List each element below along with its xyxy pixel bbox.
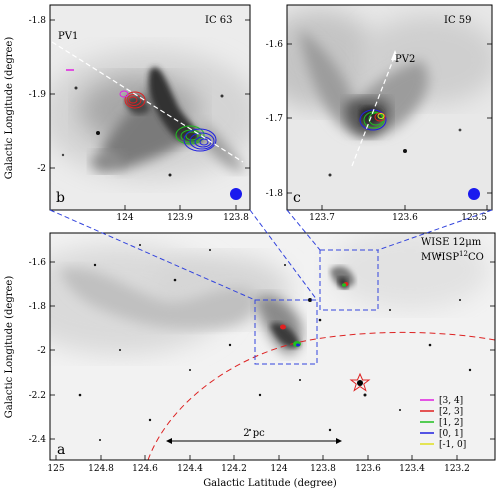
panel-c-letter: c <box>293 190 301 206</box>
panel-c-pv-label: PV2 <box>395 54 415 65</box>
panel-a-ytick: -2.4 <box>29 435 47 445</box>
panel-c-frame <box>286 4 493 211</box>
panel-c: IC 59 PV2 c -1.6 -1.7 -1.8 123.7 123.6 1… <box>266 4 493 223</box>
panel-b-title: IC 63 <box>205 15 233 26</box>
central-star <box>357 380 363 386</box>
panel-b-xtick: 123.9 <box>167 213 193 223</box>
panel-c-xtick: 123.6 <box>392 213 418 223</box>
panel-a-xtick: 124 <box>270 464 287 474</box>
panel-a-xtick: 123.6 <box>355 464 381 474</box>
legend-item: [-1, 0] <box>420 440 466 450</box>
panel-b-image <box>50 5 250 210</box>
panel-a-letter: a <box>57 442 65 458</box>
panel-b-xtick: 123.8 <box>223 213 249 223</box>
panel-b-frame <box>49 4 251 211</box>
mwisp-text: MWISP <box>421 252 459 263</box>
legend-item: [2, 3] <box>420 407 463 417</box>
panel-b-xtick: 124 <box>116 213 133 223</box>
beam-size-marker <box>230 188 242 200</box>
panel-b-ylabel: Galactic Longitude (degree) <box>4 37 15 180</box>
pv2-line <box>351 54 396 167</box>
panel-a-ytick: -2.2 <box>29 391 46 401</box>
panel-b-ytick: -2 <box>37 164 46 174</box>
panel-a-xtick: 125 <box>47 464 64 474</box>
panel-a-xtick: 123.8 <box>310 464 336 474</box>
co-contours-b <box>119 90 217 152</box>
panel-a-tickmarks <box>50 261 495 460</box>
legend-item: [3, 4] <box>420 396 463 406</box>
panel-a-frame <box>49 232 496 461</box>
zoom-boxes <box>49 209 493 365</box>
panel-c-ytick: -1.7 <box>266 114 284 124</box>
panel-a-mwisp-label: MWISP12CO <box>421 250 484 263</box>
panel-b: IC 63 PV1 b -1.8 -1.9 -2 124 123.9 123.8… <box>4 4 251 223</box>
panel-a-xtick: 124.4 <box>177 464 203 474</box>
legend-item: [1, 2] <box>420 418 463 428</box>
co-isotope-superscript: 12 <box>459 250 468 258</box>
scale-bar-label: 2 pc <box>243 428 265 439</box>
panel-c-ytick: -1.6 <box>266 40 284 50</box>
scale-bar <box>166 438 342 444</box>
panel-a-xtick: 124.2 <box>221 464 247 474</box>
panel-a-ytick: -1.6 <box>29 258 47 268</box>
co-blobs-a <box>280 282 349 347</box>
panel-b-tickmarks <box>50 19 250 210</box>
co-text: CO <box>468 252 484 263</box>
legend-item: [0, 1] <box>420 429 463 439</box>
panel-a-xtick: 123.4 <box>399 464 425 474</box>
panel-b-letter: b <box>56 190 65 206</box>
panel-a-wise-label: WISE 12μm <box>421 237 482 248</box>
legend-label: [3, 4] <box>439 396 463 406</box>
panel-c-ytick: -1.8 <box>266 189 284 199</box>
legend: [3, 4] [2, 3] [1, 2] [0, 1] [-1, 0] <box>420 396 466 450</box>
panel-b-pv-label: PV1 <box>58 31 78 42</box>
panel-a-ylabel: Galactic Longitude (degree) <box>4 276 15 419</box>
zoom-box-ic59 <box>319 249 379 311</box>
panel-c-xtick: 123.5 <box>461 213 487 223</box>
panel-c-title: IC 59 <box>444 15 472 26</box>
panel-a: WISE 12μm MWISP12CO 2 pc a [3, 4] [2, 3]… <box>4 209 496 489</box>
panel-a-xtick: 124.6 <box>132 464 158 474</box>
pv1-line <box>51 41 244 163</box>
beam-size-marker <box>468 188 480 200</box>
co-contours-c <box>359 109 387 131</box>
legend-label: [1, 2] <box>439 418 463 428</box>
panel-a-xtick: 123.2 <box>444 464 470 474</box>
field-stars <box>78 244 472 441</box>
panel-a-image <box>50 233 495 460</box>
panel-a-xlabel: Galactic Latitude (degree) <box>203 478 337 489</box>
panel-a-ytick: -2 <box>37 346 46 356</box>
panel-c-tickmarks <box>287 43 492 210</box>
panel-a-xtick: 124.8 <box>88 464 114 474</box>
panel-c-xtick: 123.7 <box>309 213 335 223</box>
zoom-box-ic63 <box>254 299 318 365</box>
panel-a-ytick: -1.8 <box>29 302 47 312</box>
star-marker <box>349 372 371 392</box>
legend-label: [2, 3] <box>439 407 463 417</box>
panel-c-image <box>287 5 492 210</box>
panel-b-ytick: -1.9 <box>29 90 47 100</box>
legend-label: [-1, 0] <box>439 440 466 450</box>
legend-label: [0, 1] <box>439 429 463 439</box>
pv2-arrowhead <box>391 50 399 60</box>
shell-circle <box>147 331 495 460</box>
panel-b-ytick: -1.8 <box>29 16 47 26</box>
